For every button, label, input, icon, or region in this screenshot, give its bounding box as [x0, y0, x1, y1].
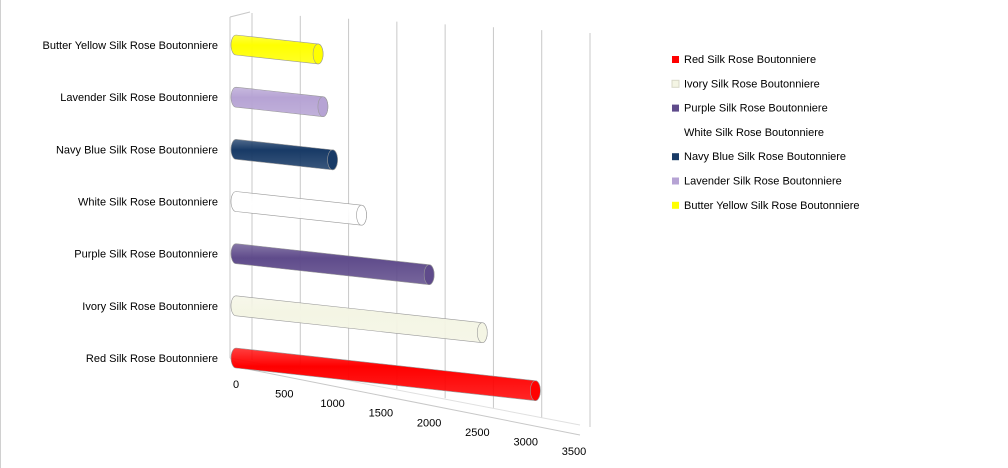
legend-swatch [672, 153, 679, 161]
legend-label: Purple Silk Rose Boutonniere [684, 103, 828, 115]
legend-swatch [672, 201, 679, 209]
x-tick-label: 3500 [562, 446, 586, 458]
bar [230, 139, 338, 171]
x-tick-label: 3000 [513, 436, 537, 448]
bar-cap [317, 96, 329, 117]
bar [230, 243, 435, 286]
legend-label: Ivory Silk Rose Boutonniere [684, 78, 820, 90]
x-tick-label: 1000 [320, 398, 344, 410]
legend-label: White Silk Rose Boutonniere [684, 127, 824, 139]
legend-swatch [672, 56, 679, 63]
bar [230, 191, 367, 226]
category-label: White Silk Rose Boutonniere [78, 197, 218, 209]
category-label: Ivory Silk Rose Boutonniere [82, 301, 218, 313]
x-tick-label: 2000 [417, 417, 441, 429]
legend: Red Silk Rose Boutonniere Ivory Silk Rose… [671, 54, 860, 212]
bar-cap [312, 43, 324, 65]
back-wall-top-edge [229, 11, 251, 18]
legend-swatch [671, 79, 680, 88]
category-label: Butter Yellow Silk Rose Boutonniere [43, 40, 219, 52]
x-tick-label: 1500 [369, 408, 393, 420]
bar [230, 86, 329, 117]
legend-label: Navy Blue Silk Rose Boutonniere [684, 151, 846, 163]
bar-cap [476, 322, 488, 343]
left-border [0, 0, 1, 468]
category-label: Navy Blue Silk Rose Boutonniere [56, 144, 218, 156]
x-axis-ticks: 0 500 1000 1500 2000 2500 3000 3500 [233, 379, 586, 458]
x-tick-label: 500 [275, 389, 293, 401]
bar-cap [356, 204, 367, 226]
x-tick-label: 0 [233, 379, 239, 391]
legend-label: Lavender Silk Rose Boutonniere [684, 176, 842, 188]
floor-front-edge [241, 367, 581, 436]
bars [230, 34, 541, 401]
category-label: Red Silk Rose Boutonniere [86, 353, 218, 365]
legend-label: Red Silk Rose Boutonniere [684, 54, 816, 66]
category-label: Lavender Silk Rose Boutonniere [60, 92, 218, 104]
legend-swatch [672, 104, 679, 112]
x-tick-label: 2500 [465, 427, 489, 439]
bar-cap [530, 380, 541, 401]
category-labels: Red Silk Rose Boutonniere Ivory Silk Rose… [43, 40, 219, 365]
legend-label: Butter Yellow Silk Rose Boutonniere [684, 200, 860, 212]
legend-swatch [672, 177, 679, 185]
bar-cap [327, 149, 338, 171]
bar-cap [423, 264, 435, 286]
bar [230, 34, 324, 65]
bar [230, 295, 488, 343]
category-label: Purple Silk Rose Boutonniere [74, 249, 218, 261]
